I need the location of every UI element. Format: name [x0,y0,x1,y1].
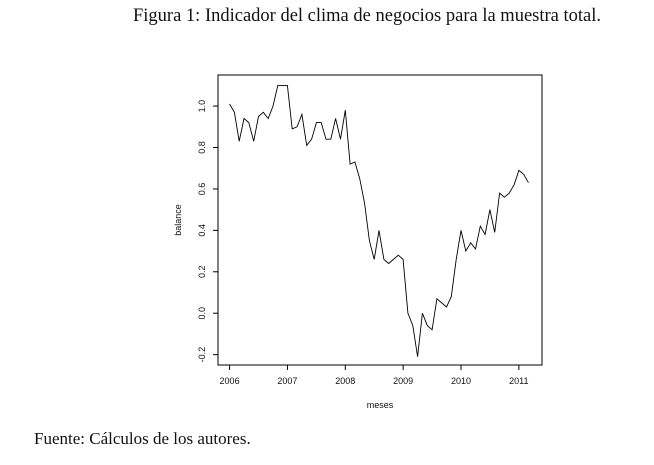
y-tick-label: 0.6 [197,183,207,196]
y-axis: -0.2 0.0 0.2 0.4 0.6 0.8 1.0 [197,100,218,363]
x-tick-label: 2008 [335,376,355,386]
x-tick-label: 2006 [220,376,240,386]
y-tick-label: -0.2 [197,347,207,363]
source-note: Fuente: Cálculos de los autores. [34,429,251,448]
y-tick-label: 1.0 [197,100,207,113]
x-tick-label: 2009 [393,376,413,386]
figure-title: Figura 1: Indicador del clima de negocio… [133,6,601,26]
series-line [229,84,529,357]
plot-frame [217,74,543,366]
x-tick-label: 2010 [451,376,471,386]
x-axis: 2006 2007 2008 2009 2010 2011 [220,365,529,386]
y-tick-label: 0.8 [197,141,207,154]
x-axis-label: meses [367,400,394,410]
y-tick-label: 0.2 [197,266,207,279]
y-tick-label: 0.0 [197,307,207,320]
x-tick-label: 2007 [277,376,297,386]
y-axis-label: balance [173,204,183,236]
y-tick-label: 0.4 [197,224,207,237]
x-tick-label: 2011 [509,376,528,386]
